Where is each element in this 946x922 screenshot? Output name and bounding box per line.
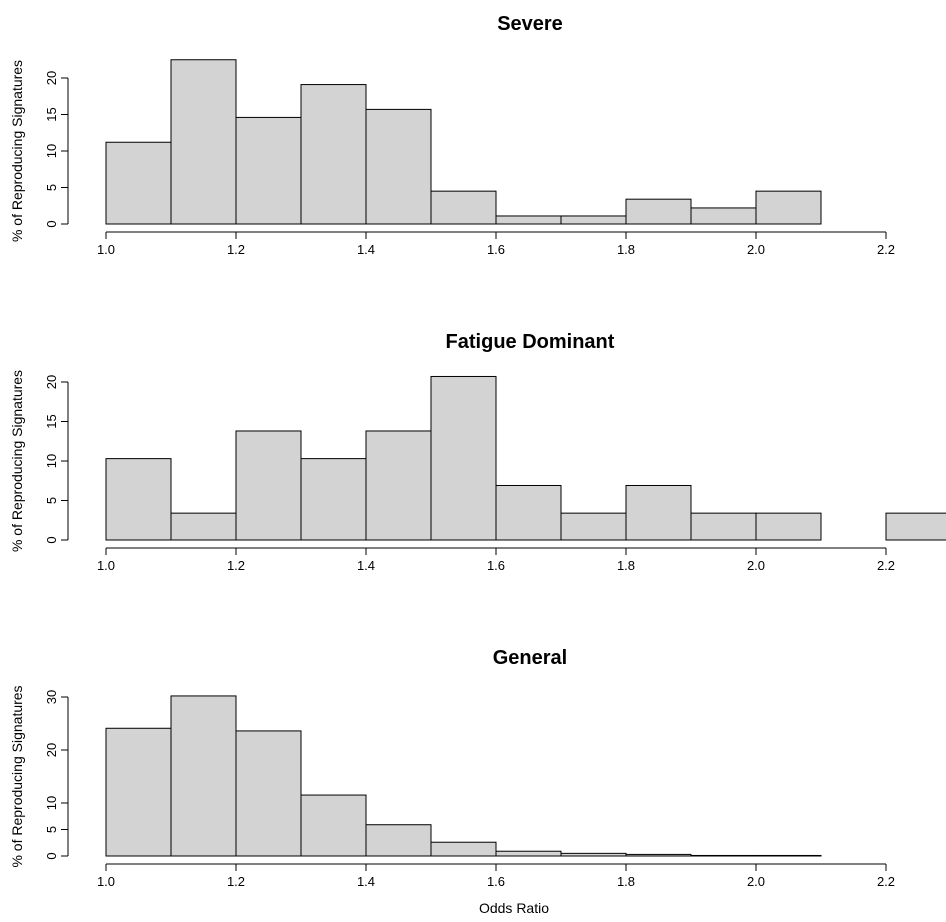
histogram-bar <box>625 853 692 857</box>
x-tick-label: 1.8 <box>617 242 635 257</box>
histogram-bar <box>235 116 302 225</box>
histogram-bar <box>690 207 757 225</box>
histogram-bar <box>495 484 562 541</box>
x-tick-label: 1.0 <box>97 242 115 257</box>
histogram-bar <box>430 841 497 857</box>
y-tick-label: 15 <box>44 414 59 428</box>
x-tick-label: 1.8 <box>617 558 635 573</box>
histogram-bar <box>755 512 822 541</box>
y-tick-label: 15 <box>44 107 59 121</box>
histogram-bar <box>365 108 432 225</box>
y-tick-label: 5 <box>44 497 59 504</box>
histogram-bar <box>105 727 172 857</box>
y-tick-label: 5 <box>44 826 59 833</box>
chart-title: Severe <box>497 13 563 35</box>
histogram-bar <box>755 190 822 225</box>
histogram-bar <box>365 430 432 541</box>
x-tick-label: 1.2 <box>227 242 245 257</box>
y-tick-label: 20 <box>44 71 59 85</box>
y-tick-label: 0 <box>44 536 59 543</box>
x-tick-label: 2.0 <box>747 874 765 889</box>
histogram-bar <box>170 512 237 541</box>
x-tick-label: 1.4 <box>357 874 375 889</box>
histogram-bar <box>690 854 757 857</box>
histogram-bar <box>430 190 497 225</box>
x-tick-label: 2.2 <box>877 874 895 889</box>
histogram-bar <box>235 730 302 857</box>
panel-general: General 1.0 1.2 1.4 1.6 1.8 2.0 2.2 0 5 10 20 30 % of… <box>9 647 895 889</box>
histogram-bar <box>430 375 497 541</box>
histogram-bar <box>495 215 562 225</box>
y-axis-label: % of Reproducing Signatures <box>9 370 25 552</box>
x-tick-label: 1.2 <box>227 558 245 573</box>
chart-title: Fatigue Dominant <box>446 331 615 353</box>
histogram-bar <box>755 854 822 857</box>
y-axis-label: % of Reproducing Signatures <box>9 685 25 867</box>
y-tick-label: 5 <box>44 184 59 191</box>
histogram-bar <box>365 824 432 857</box>
y-tick-label: 10 <box>44 796 59 810</box>
y-tick-label: 10 <box>44 144 59 158</box>
histogram-bar <box>560 512 627 541</box>
panel-severe: Severe 1.0 1.2 1.4 1.6 1.8 2.0 2.2 0 5 10 15 20 % of … <box>9 13 895 257</box>
x-tick-label: 1.8 <box>617 874 635 889</box>
histogram-bar <box>495 850 562 857</box>
histogram-bar <box>170 695 237 857</box>
y-tick-label: 20 <box>44 743 59 757</box>
y-tick-label: 10 <box>44 454 59 468</box>
histogram-bar <box>105 141 172 225</box>
x-axis-label: Odds Ratio <box>479 900 549 916</box>
chart-title: General <box>493 647 567 669</box>
histogram-bar <box>885 512 946 541</box>
x-tick-label: 2.2 <box>877 558 895 573</box>
histogram-bar <box>300 84 367 225</box>
x-tick-label: 1.6 <box>487 874 505 889</box>
histogram-bar <box>690 512 757 541</box>
x-tick-label: 1.0 <box>97 874 115 889</box>
histogram-bar <box>300 794 367 857</box>
histogram-bar <box>170 59 237 225</box>
x-tick-label: 2.2 <box>877 242 895 257</box>
x-tick-label: 1.6 <box>487 558 505 573</box>
histogram-bar <box>105 458 172 541</box>
y-axis-label: % of Reproducing Signatures <box>9 60 25 242</box>
histogram-bar <box>300 458 367 541</box>
x-tick-label: 1.2 <box>227 874 245 889</box>
y-tick-label: 0 <box>44 852 59 859</box>
y-tick-label: 30 <box>44 690 59 704</box>
x-tick-label: 2.0 <box>747 558 765 573</box>
histogram-bar <box>625 484 692 541</box>
y-tick-label: 20 <box>44 375 59 389</box>
histogram-bar <box>560 852 627 857</box>
histogram-bar <box>625 198 692 225</box>
panel-fatigue-dominant: Fatigue Dominant 1.0 1.2 1.4 1.6 1.8 2.0 2.2 0 5 1… <box>9 331 946 573</box>
y-tick-label: 0 <box>44 220 59 227</box>
x-tick-label: 1.6 <box>487 242 505 257</box>
x-tick-label: 1.4 <box>357 558 375 573</box>
x-tick-label: 1.4 <box>357 242 375 257</box>
histogram-bar <box>235 430 302 541</box>
x-tick-label: 2.0 <box>747 242 765 257</box>
x-tick-label: 1.0 <box>97 558 115 573</box>
histogram-bar <box>560 215 627 225</box>
